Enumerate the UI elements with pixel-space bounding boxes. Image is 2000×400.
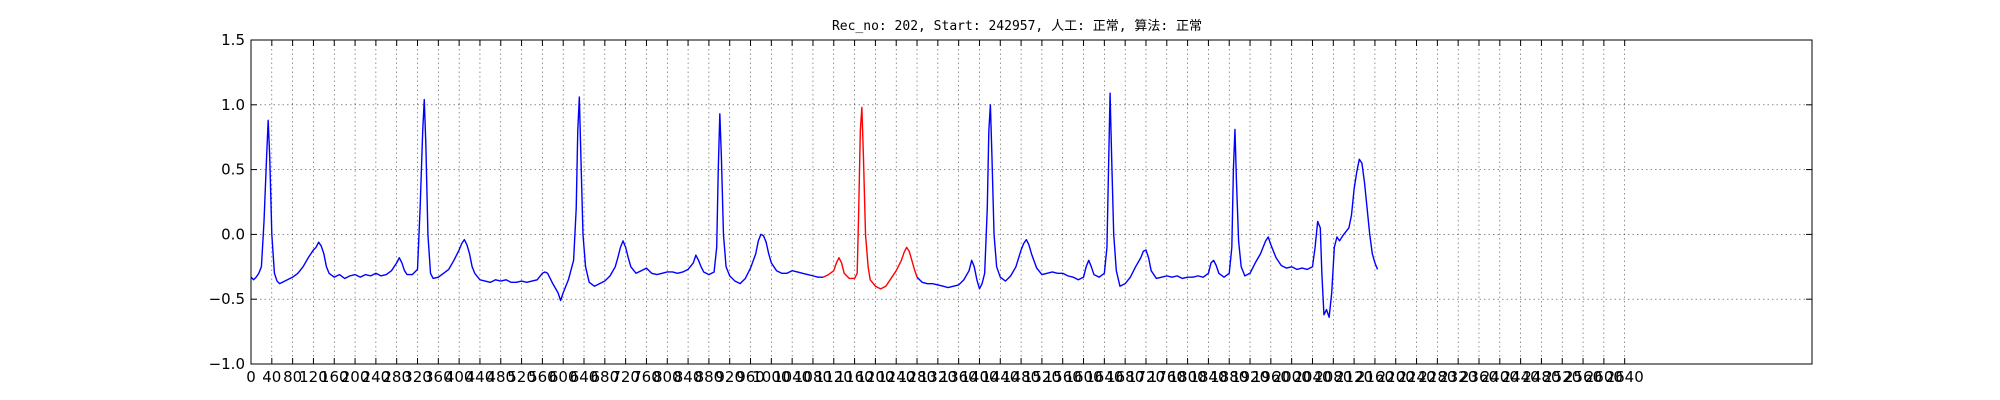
x-tick-label: 1280: [898, 368, 936, 386]
chart-title: Rec_no: 202, Start: 242957, 人工: 正常, 算法: …: [832, 19, 1202, 34]
x-tick-label: 2600: [1585, 368, 1623, 386]
x-tick-label: 1200: [856, 368, 894, 386]
x-tick-label: 200: [341, 368, 370, 386]
y-tick-label: −1.0: [209, 355, 245, 373]
x-tick-label: 800: [653, 368, 682, 386]
plot-frame: [250, 39, 1813, 365]
x-tick-label: 1720: [1127, 368, 1165, 386]
grid: [251, 40, 1812, 364]
x-tick-label: 1680: [1106, 368, 1144, 386]
x-tick-label: 2240: [1397, 368, 1435, 386]
x-tick-label: 1360: [940, 368, 978, 386]
x-tick-label: 120: [299, 368, 328, 386]
x-tick-label: 1600: [1064, 368, 1102, 386]
x-tick-label: 1880: [1210, 368, 1248, 386]
x-tick-label: 2000: [1273, 368, 1311, 386]
x-tick-label: 920: [715, 368, 744, 386]
x-tick-label: 1960: [1252, 368, 1290, 386]
x-tick-label: 2120: [1335, 368, 1373, 386]
y-axis-ticks: 1.5 1.0 0.5 0.0 −0.5 −1.0: [209, 31, 1812, 373]
x-tick-label: 1560: [1044, 368, 1082, 386]
x-tick-label: 40: [262, 368, 281, 386]
x-tick-label: 440: [466, 368, 495, 386]
x-tick-label: 760: [632, 368, 661, 386]
x-tick-label: 2160: [1356, 368, 1394, 386]
x-tick-label: 1760: [1148, 368, 1186, 386]
x-tick-label: 520: [507, 368, 536, 386]
x-tick-label: 1480: [1002, 368, 1040, 386]
x-tick-label: 1320: [919, 368, 957, 386]
x-tick-label: 840: [674, 368, 703, 386]
x-tick-label: 960: [736, 368, 765, 386]
x-tick-label: 880: [695, 368, 724, 386]
x-tick-label: 2480: [1522, 368, 1560, 386]
x-tick-label: 600: [549, 368, 578, 386]
x-tick-label: 160: [320, 368, 349, 386]
x-tick-label: 680: [591, 368, 620, 386]
x-tick-label: 1240: [877, 368, 915, 386]
x-tick-label: 1000: [752, 368, 790, 386]
x-tick-label: 2640: [1606, 368, 1644, 386]
y-tick-label: −0.5: [209, 290, 245, 308]
x-tick-label: 1120: [815, 368, 853, 386]
x-tick-label: 320: [403, 368, 432, 386]
x-tick-label: 0: [246, 368, 256, 386]
ecg-series-1: [250, 96, 824, 302]
x-tick-label: 2080: [1314, 368, 1352, 386]
x-tick-label: 640: [570, 368, 599, 386]
x-tick-label: 240: [362, 368, 391, 386]
x-axis-ticks: 0 40 8012016020024028032036040044048052056…: [246, 40, 1644, 386]
x-tick-label: 1080: [794, 368, 832, 386]
x-tick-label: 2200: [1377, 368, 1415, 386]
x-tick-label: 2560: [1564, 368, 1602, 386]
x-tick-label: 1800: [1169, 368, 1207, 386]
y-tick-label: 1.0: [221, 96, 245, 114]
ecg-series-3: [916, 92, 1379, 319]
x-tick-label: 1520: [1023, 368, 1061, 386]
x-tick-label: 2440: [1502, 368, 1540, 386]
x-tick-label: 560: [528, 368, 557, 386]
x-tick-label: 480: [486, 368, 515, 386]
x-tick-label: 80: [283, 368, 302, 386]
x-tick-label: 1640: [1085, 368, 1123, 386]
series-lines: [250, 92, 1379, 319]
x-tick-label: 2320: [1439, 368, 1477, 386]
x-tick-label: 280: [382, 368, 411, 386]
y-tick-label: 1.5: [221, 31, 245, 49]
x-tick-label: 2040: [1293, 368, 1331, 386]
y-tick-label: 0.5: [221, 161, 245, 179]
x-tick-label: 1400: [960, 368, 998, 386]
ecg-series-2: [823, 106, 918, 290]
x-tick-label: 1440: [981, 368, 1019, 386]
x-tick-label: 1160: [835, 368, 873, 386]
x-tick-label: 2280: [1418, 368, 1456, 386]
x-tick-label: 1040: [773, 368, 811, 386]
x-tick-label: 360: [424, 368, 453, 386]
x-tick-label: 1920: [1231, 368, 1269, 386]
x-tick-label: 2520: [1543, 368, 1581, 386]
x-tick-label: 2360: [1460, 368, 1498, 386]
x-tick-label: 400: [445, 368, 474, 386]
x-tick-label: 1840: [1189, 368, 1227, 386]
y-tick-label: 0.0: [221, 225, 245, 243]
x-tick-label: 2400: [1481, 368, 1519, 386]
x-tick-label: 720: [611, 368, 640, 386]
